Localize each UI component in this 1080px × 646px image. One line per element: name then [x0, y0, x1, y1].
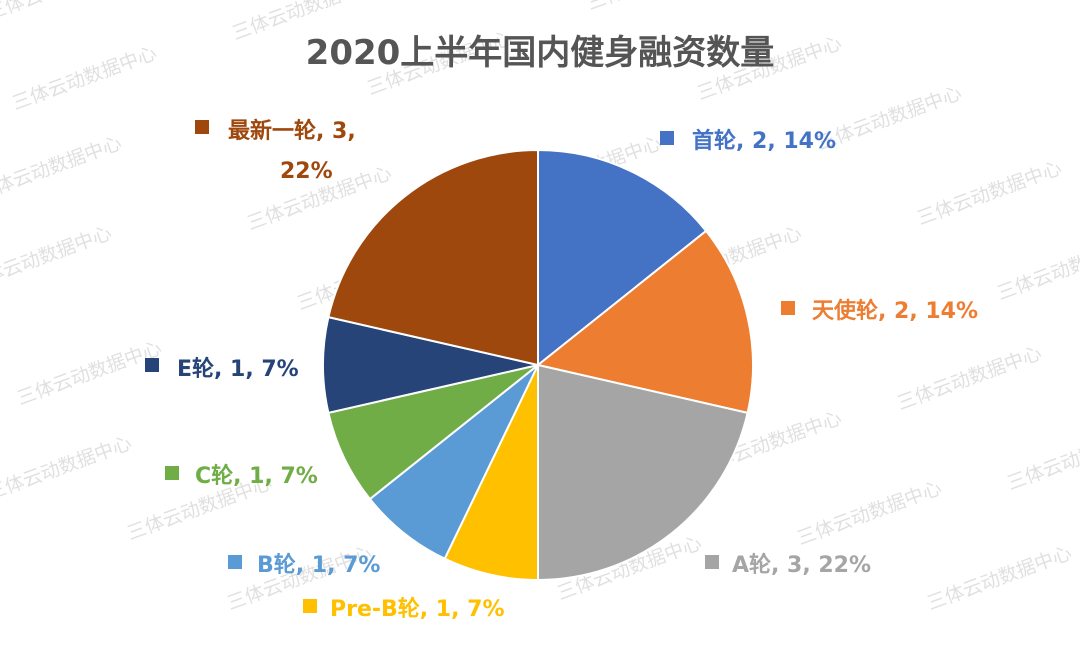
label-marker-0	[660, 131, 674, 145]
label-marker-1	[781, 301, 795, 315]
label-marker-3	[303, 599, 317, 613]
watermark-text: 三体云动数据中心	[924, 542, 1074, 615]
watermark-text: 三体云动数据中心	[914, 157, 1064, 230]
data-label-0: 首轮, 2, 14%	[692, 128, 836, 154]
data-label-7: 最新一轮, 3, 22%	[228, 118, 356, 184]
pie-slices	[322, 148, 754, 582]
watermark-text: 三体云动数据中心	[894, 342, 1044, 415]
label-marker-5	[165, 466, 179, 480]
data-label-3: Pre-B轮, 1, 7%	[330, 596, 505, 622]
watermark-text: 三体云动数据中心	[0, 432, 135, 505]
watermark-text: 三体云动数据中心	[1004, 422, 1080, 495]
watermark-text: 三体云动数据中心	[794, 477, 944, 550]
pie-slice-7	[327, 148, 539, 367]
watermark-text: 三体云动数据中心	[9, 42, 159, 115]
pie-labels: 首轮, 2, 14% 天使轮, 2, 14% A轮, 3, 22% Pre-B轮, 1…	[145, 118, 978, 622]
watermark-text: 三体云动数据中心	[0, 0, 135, 25]
data-label-5: C轮, 1, 7%	[195, 463, 318, 489]
data-label-6: E轮, 1, 7%	[177, 356, 299, 382]
pie-slice-1	[535, 229, 754, 415]
label-marker-4	[228, 555, 242, 569]
watermark-text: 三体云动数据中心	[814, 82, 964, 155]
chart-title: 2020上半年国内健身融资数量	[306, 33, 775, 73]
pie-slice-0	[537, 148, 708, 368]
watermark-text: 三体云动数据中心	[0, 132, 125, 205]
watermark-text: 三体云动数据中心	[994, 232, 1080, 305]
watermark-text: 三体云动数据中心	[14, 337, 164, 410]
pie-slice-2	[537, 363, 749, 582]
watermark-text: 三体云动数据中心	[0, 222, 115, 295]
label-marker-2	[705, 555, 719, 569]
data-label-1: 天使轮, 2, 14%	[812, 298, 978, 324]
label-marker-7	[195, 120, 209, 134]
watermark-text: 三体云动数据中心	[584, 0, 734, 15]
data-label-2: A轮, 3, 22%	[732, 552, 871, 578]
data-label-4: B轮, 1, 7%	[257, 552, 380, 578]
label-marker-6	[145, 358, 159, 372]
